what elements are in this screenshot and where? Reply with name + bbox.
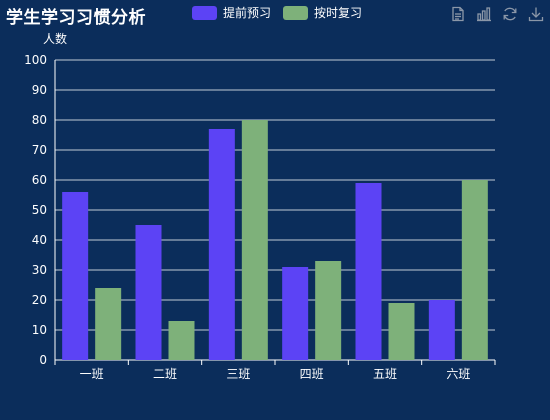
- bar-chart-icon[interactable]: [476, 6, 492, 22]
- x-tick-label: 二班: [153, 367, 177, 381]
- bar-series-1[interactable]: [95, 288, 122, 360]
- y-tick-label: 100: [24, 53, 47, 67]
- legend: 提前预习 按时复习: [192, 4, 362, 21]
- bar-series-0[interactable]: [428, 300, 455, 360]
- legend-label-series-1: 按时复习: [314, 6, 363, 20]
- x-tick-label: 五班: [373, 367, 397, 381]
- bar-series-0[interactable]: [208, 129, 235, 360]
- y-tick-label: 40: [32, 233, 47, 247]
- y-tick-label: 20: [32, 293, 47, 307]
- data-view-icon[interactable]: [450, 6, 466, 22]
- y-tick-label: 80: [32, 113, 47, 127]
- legend-swatch-series-0: [192, 5, 217, 20]
- toolbox: [450, 6, 544, 22]
- x-tick-label: 四班: [300, 367, 324, 381]
- download-icon[interactable]: [528, 6, 544, 22]
- bar-series-1[interactable]: [388, 303, 415, 360]
- x-tick-label: 六班: [446, 367, 470, 381]
- y-tick-label: 90: [32, 83, 47, 97]
- legend-item-series-0[interactable]: 提前预习: [192, 4, 271, 21]
- y-tick-label: 30: [32, 263, 47, 277]
- y-tick-label: 60: [32, 173, 47, 187]
- bar-series-1[interactable]: [315, 261, 342, 360]
- y-tick-label: 10: [32, 323, 47, 337]
- y-tick-label: 0: [39, 353, 47, 367]
- bar-series-1[interactable]: [241, 120, 268, 360]
- y-axis-name: 人数: [43, 31, 67, 46]
- bar-series-0[interactable]: [355, 183, 382, 360]
- bar-series-1[interactable]: [461, 180, 488, 360]
- x-tick-label: 一班: [80, 367, 104, 381]
- y-tick-label: 70: [32, 143, 47, 157]
- x-tick-label: 三班: [226, 367, 250, 381]
- chart-title: 学生学习习惯分析: [6, 8, 146, 28]
- legend-label-series-0: 提前预习: [223, 6, 272, 20]
- bar-series-0[interactable]: [282, 267, 309, 360]
- bar-series-0[interactable]: [62, 192, 89, 360]
- restore-icon[interactable]: [502, 6, 518, 22]
- legend-swatch-series-1: [283, 5, 309, 20]
- bar-series-1[interactable]: [168, 321, 195, 360]
- legend-item-series-1[interactable]: 按时复习: [283, 4, 362, 21]
- bar-series-0[interactable]: [135, 225, 162, 360]
- y-tick-label: 50: [32, 203, 47, 217]
